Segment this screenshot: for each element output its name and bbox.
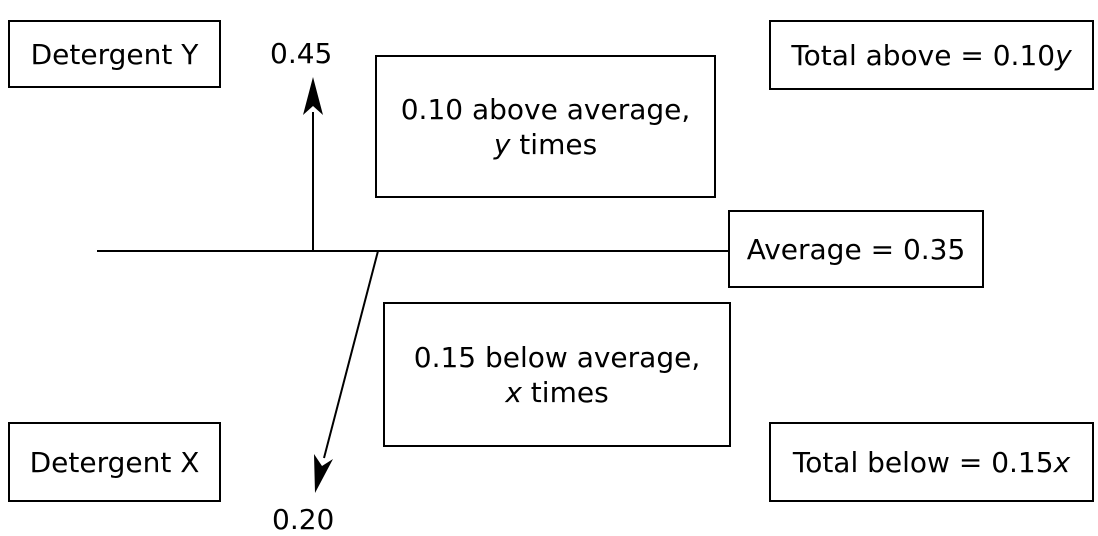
average-box: Average = 0.35 xyxy=(728,210,984,288)
detergent-x-box: Detergent X xyxy=(8,422,221,502)
detergent-x-label: Detergent X xyxy=(29,445,200,479)
average-label: Average = 0.35 xyxy=(746,232,966,266)
total-below-box: Total below = 0.15x xyxy=(769,422,1094,502)
total-above-text: Total above = 0.10y xyxy=(791,38,1071,73)
value-bottom-label: 0.20 xyxy=(272,503,335,536)
above-average-line1: 0.10 above average, xyxy=(400,92,691,126)
below-average-line2: x times xyxy=(505,375,608,410)
total-above-box: Total above = 0.10y xyxy=(769,20,1094,90)
down-arrow-shaft xyxy=(323,250,379,459)
up-arrow-head xyxy=(303,77,323,115)
above-average-times: times xyxy=(510,127,598,161)
total-below-var: x xyxy=(1053,445,1071,479)
above-average-box: 0.10 above average, y times xyxy=(375,55,716,198)
below-average-var: x xyxy=(505,375,522,409)
value-top-label: 0.45 xyxy=(270,37,333,70)
total-below-prefix: Total below = 0.15 xyxy=(792,445,1054,479)
total-below-text: Total below = 0.15x xyxy=(793,445,1070,480)
down-arrow-head xyxy=(314,454,333,493)
total-above-prefix: Total above = 0.10 xyxy=(791,38,1056,72)
total-above-var: y xyxy=(1055,38,1072,72)
above-average-var: y xyxy=(493,127,511,161)
above-average-line2: y times xyxy=(494,127,597,162)
detergent-y-label: Detergent Y xyxy=(30,37,199,71)
detergent-y-box: Detergent Y xyxy=(8,20,221,88)
below-average-times: times xyxy=(521,375,609,409)
below-average-box: 0.15 below average, x times xyxy=(383,302,731,447)
below-average-line1: 0.15 below average, xyxy=(413,340,701,374)
